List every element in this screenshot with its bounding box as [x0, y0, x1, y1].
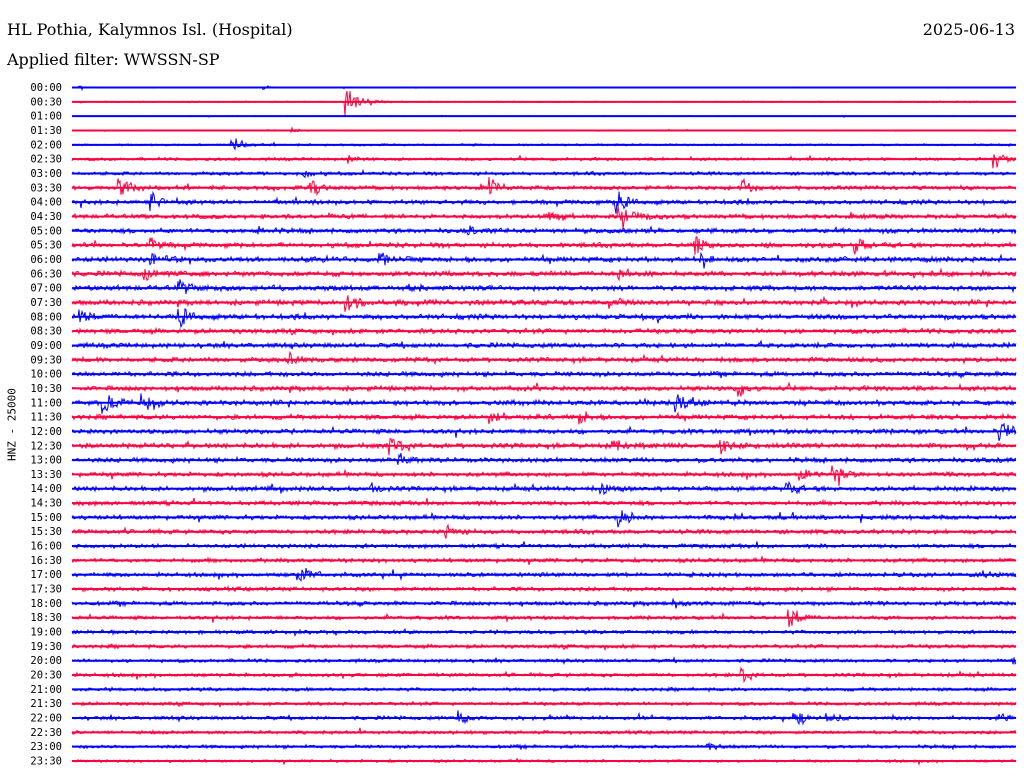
row-time-label: 01:00	[30, 111, 62, 123]
row-time-label: 02:30	[30, 154, 62, 166]
row-time-label: 05:00	[30, 225, 62, 237]
station-title: HL Pothia, Kalymnos Isl. (Hospital)	[7, 20, 293, 39]
row-time-label: 14:00	[30, 483, 62, 495]
trace-row	[71, 295, 1017, 312]
trace-row	[71, 279, 1017, 295]
trace-row	[71, 465, 1017, 487]
trace-row	[71, 510, 1016, 528]
trace-row	[71, 154, 1017, 169]
filter-label: Applied filter: WWSSN-SP	[7, 50, 220, 69]
row-time-label: 15:00	[30, 512, 62, 524]
row-time-label: 17:00	[30, 569, 62, 581]
trace-row	[71, 523, 1017, 539]
row-time-label: 11:30	[30, 412, 62, 424]
trace-row	[71, 251, 1017, 269]
row-time-label: 18:00	[30, 598, 62, 610]
row-time-label: 03:00	[30, 168, 62, 180]
row-time-label: 23:30	[30, 756, 62, 768]
row-time-label: 09:00	[30, 340, 62, 352]
row-time-label: 16:00	[30, 541, 62, 553]
trace-row	[71, 541, 1017, 550]
row-time-label: 06:30	[30, 268, 62, 280]
trace-row	[71, 138, 1017, 151]
row-time-label: 23:00	[30, 741, 62, 753]
row-time-label: 10:30	[30, 383, 62, 395]
row-time-label: 14:30	[30, 498, 62, 510]
row-time-label: 08:00	[30, 311, 62, 323]
trace-row	[71, 205, 1017, 230]
row-time-label: 19:00	[30, 627, 62, 639]
row-time-label: 22:30	[30, 727, 62, 739]
row-time-label: 13:00	[30, 455, 62, 467]
row-time-label: 02:00	[30, 139, 62, 151]
row-time-label: 12:00	[30, 426, 62, 438]
row-time-label: 16:30	[30, 555, 62, 567]
row-time-label: 19:30	[30, 641, 62, 653]
row-time-label: 03:30	[30, 182, 62, 194]
row-time-label: 05:30	[30, 240, 62, 252]
row-time-label: 13:30	[30, 469, 62, 481]
row-time-label: 06:00	[30, 254, 62, 266]
row-time-label: 01:30	[30, 125, 62, 137]
row-time-label: 00:30	[30, 96, 62, 108]
row-time-label: 20:30	[30, 670, 62, 682]
row-time-label: 07:00	[30, 283, 62, 295]
row-time-label: 22:00	[30, 713, 62, 725]
row-time-label: 09:30	[30, 354, 62, 366]
trace-row	[71, 381, 1017, 397]
trace-row	[71, 350, 1017, 366]
trace-row	[71, 710, 1017, 726]
row-time-label: 21:00	[30, 684, 62, 696]
row-time-label: 07:30	[30, 297, 62, 309]
row-time-label: 04:30	[30, 211, 62, 223]
row-time-label: 17:30	[30, 584, 62, 596]
date-label: 2025-06-13	[922, 20, 1015, 39]
row-time-label: 08:30	[30, 326, 62, 338]
trace-row	[71, 90, 1017, 116]
row-time-label: 21:30	[30, 698, 62, 710]
trace-row	[71, 176, 1017, 197]
trace-row	[71, 452, 1017, 465]
row-time-label: 04:00	[30, 197, 62, 209]
row-time-label: 20:00	[30, 655, 62, 667]
row-time-label: 00:00	[30, 82, 62, 94]
trace-row	[71, 497, 1017, 508]
row-time-label: 18:30	[30, 612, 62, 624]
row-time-label: 12:30	[30, 440, 62, 452]
trace-row	[71, 369, 1017, 380]
trace-row	[71, 307, 1017, 329]
row-time-label: 11:00	[30, 397, 62, 409]
trace-row	[71, 438, 1017, 456]
row-time-label: 10:00	[30, 369, 62, 381]
row-time-label: 15:30	[30, 526, 62, 538]
